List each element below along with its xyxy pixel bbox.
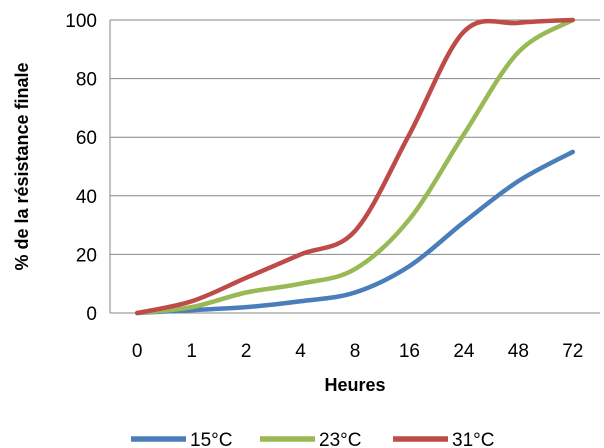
x-axis-title: Heures <box>324 375 385 395</box>
gridlines <box>110 19 600 255</box>
series-lines <box>134 17 576 316</box>
series-line-2 <box>134 17 576 316</box>
x-tick-label-48: 48 <box>508 341 529 362</box>
series-line-0 <box>134 149 576 316</box>
x-tick-label-72: 72 <box>562 341 583 362</box>
x-tick-labels: 0 1 2 4 8 16 24 48 72 <box>132 341 583 362</box>
y-tick-label-40: 40 <box>76 187 97 208</box>
series-line-1 <box>134 17 576 316</box>
y-tick-labels: 0 20 40 60 80 100 <box>65 11 97 325</box>
legend-label-0: 15°C <box>190 430 232 448</box>
y-tick-label-60: 60 <box>76 128 97 149</box>
x-tick-label-0: 0 <box>132 341 143 362</box>
x-tick-label-1: 1 <box>186 341 197 362</box>
x-tick-label-16: 16 <box>399 341 420 362</box>
y-tick-label-0: 0 <box>86 304 97 325</box>
y-tick-label-100: 100 <box>65 11 97 32</box>
x-tick-label-2: 2 <box>241 341 252 362</box>
y-tick-label-80: 80 <box>76 70 97 91</box>
x-tick-label-4: 4 <box>295 341 306 362</box>
legend: 15°C 23°C 31°C <box>131 430 494 448</box>
legend-label-1: 23°C <box>319 430 361 448</box>
x-tick-label-24: 24 <box>453 341 475 362</box>
y-tick-label-20: 20 <box>76 245 97 266</box>
legend-label-2: 31°C <box>452 430 494 448</box>
x-tick-label-8: 8 <box>350 341 361 362</box>
plot-frame <box>109 20 600 314</box>
y-axis-title: % de la résistance finale <box>12 62 32 270</box>
